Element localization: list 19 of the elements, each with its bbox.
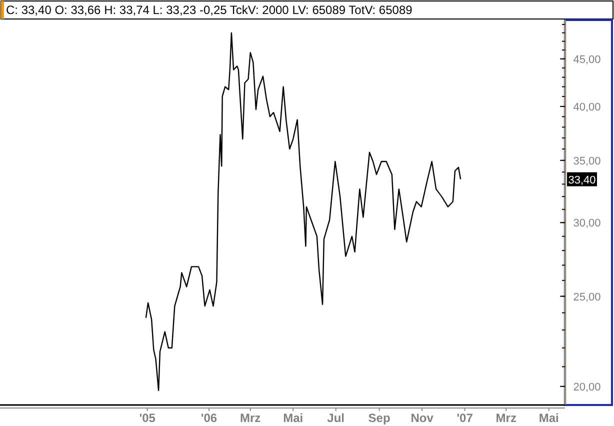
x-tick-label: Jul bbox=[327, 411, 345, 425]
annotation: 33,40 bbox=[568, 174, 596, 186]
y-tick-label: 35,00 bbox=[573, 155, 601, 168]
x-tick-label: Mrz bbox=[240, 411, 261, 425]
chart-title: C: 33,40 O: 33,66 H: 33,74 L: 33,23 -0,25 TckV: 2000 LV: 65089 TotV: 65089 bbox=[6, 3, 413, 17]
x-tick-label: '06 bbox=[200, 411, 218, 425]
x-tick-label: '05 bbox=[139, 411, 156, 425]
x-tick-label: Mai bbox=[283, 411, 304, 425]
x-tick-label: Sep bbox=[368, 411, 390, 425]
x-tick-label: Mrz bbox=[496, 411, 516, 425]
x-tick-label: Mai bbox=[538, 411, 559, 425]
y-tick-label: 30,00 bbox=[573, 218, 601, 230]
y-tick-label: 20,00 bbox=[573, 381, 601, 394]
line-series bbox=[145, 32, 462, 392]
x-tick-label: '07 bbox=[456, 411, 474, 425]
y-tick-label: 25,00 bbox=[573, 291, 601, 304]
y-tick-label: 45,00 bbox=[573, 54, 601, 66]
x-tick-label: Nov bbox=[410, 411, 434, 425]
y-tick-label: 40,00 bbox=[573, 101, 601, 114]
